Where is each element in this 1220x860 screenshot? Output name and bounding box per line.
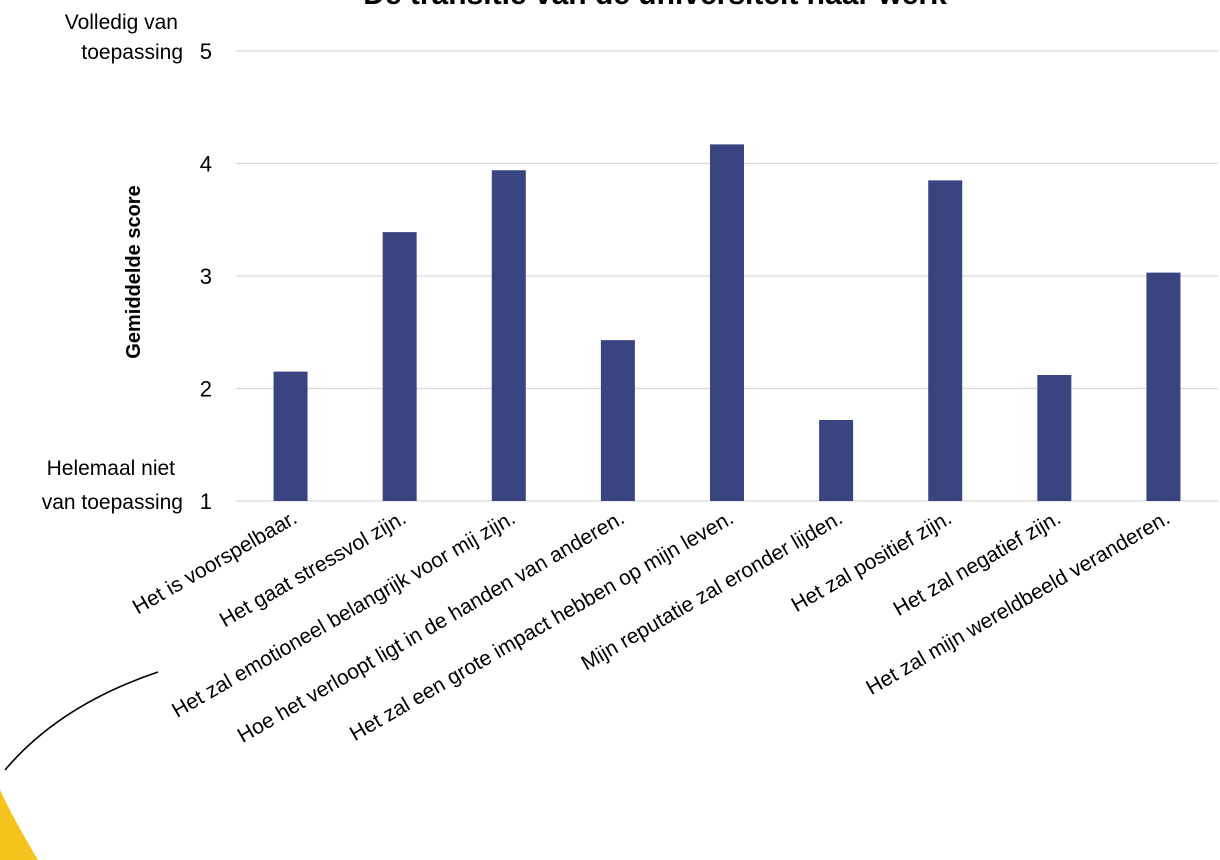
bar	[273, 371, 308, 501]
bar	[928, 180, 963, 501]
y-tick-label: 3	[200, 264, 212, 289]
y-bottom-anchor-line1: Helemaal niet	[47, 457, 176, 480]
x-tick-label: Het zal een grote impact hebben op mijn …	[346, 506, 738, 745]
bar	[819, 420, 854, 501]
y-tick-label: 4	[200, 152, 212, 177]
y-bottom-anchor-line2: van toepassing	[42, 491, 183, 514]
y-tick-label: 5	[200, 39, 212, 64]
bar	[491, 170, 526, 501]
x-tick-label: Hoe het verloopt ligt in de handen van a…	[234, 506, 629, 747]
y-tick-label: 1	[200, 489, 212, 514]
chart-title: De transitie van de universiteit naar we…	[363, 0, 947, 11]
y-top-anchor-line1: Volledig van	[65, 11, 178, 34]
decorative-curve	[4, 671, 159, 771]
bar	[382, 232, 417, 501]
bar	[710, 144, 744, 501]
bar	[1146, 272, 1181, 501]
y-tick-label: 2	[200, 377, 212, 402]
bar	[600, 340, 635, 501]
x-tick-label: Het gaat stressvol zijn.	[216, 506, 410, 632]
corner-accent-shape	[0, 790, 38, 860]
bar	[1037, 375, 1072, 501]
y-top-anchor-line2: toepassing	[81, 41, 183, 64]
y-axis-title: Gemiddelde score	[123, 185, 145, 358]
